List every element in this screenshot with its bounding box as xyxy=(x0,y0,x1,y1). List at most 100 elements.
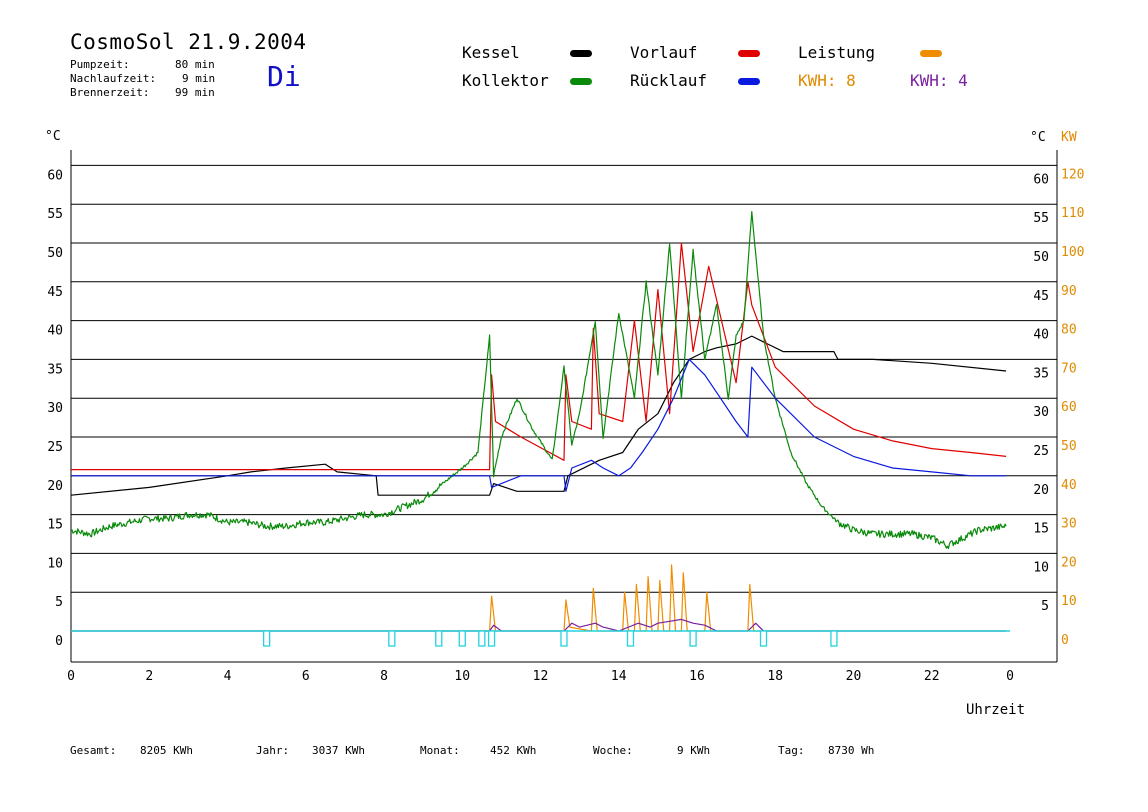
y-tick-left: 35 xyxy=(47,362,63,377)
y-tick-left: 45 xyxy=(47,285,63,300)
y-tick-right: 10 xyxy=(1033,560,1049,575)
pump-marker xyxy=(759,630,768,647)
y-tick-left: 0 xyxy=(55,634,63,649)
x-tick: 10 xyxy=(454,669,470,684)
y-tick-kw: 110 xyxy=(1061,206,1084,221)
y-unit-right: °C xyxy=(1030,130,1046,145)
y-tick-kw: 70 xyxy=(1061,361,1077,376)
x-tick: 0 xyxy=(67,669,75,684)
info-nachlaufzeit-label: Nachlaufzeit: xyxy=(70,72,157,85)
info-brennerzeit-label: Brennerzeit: xyxy=(70,86,150,99)
info-nachlaufzeit-value: 9 min xyxy=(182,72,216,85)
y-tick-left: 20 xyxy=(47,479,63,494)
legend-kollektor-swatch xyxy=(570,78,592,85)
y-tick-kw: 40 xyxy=(1061,478,1077,493)
footer-jahr-value: 3037 KWh xyxy=(312,744,365,757)
y-tick-right: 15 xyxy=(1033,522,1049,537)
pump-marker xyxy=(478,630,486,647)
x-tick: 14 xyxy=(611,669,627,684)
y-tick-left: 25 xyxy=(47,440,63,455)
y-tick-left: 30 xyxy=(47,401,63,416)
y-tick-kw: 100 xyxy=(1061,245,1084,260)
y-tick-left: 55 xyxy=(47,207,63,222)
x-tick: 6 xyxy=(302,669,310,684)
y-tick-kw: 10 xyxy=(1061,594,1077,609)
x-tick: 18 xyxy=(767,669,783,684)
x-tick: 20 xyxy=(846,669,862,684)
y-tick-kw: 50 xyxy=(1061,439,1077,454)
weekday-label: Di xyxy=(267,60,301,93)
footer-gesamt-value: 8205 KWh xyxy=(140,744,193,757)
y-tick-right: 55 xyxy=(1033,211,1049,226)
legend-vorlauf-swatch xyxy=(738,50,760,57)
y-tick-kw: 80 xyxy=(1061,323,1077,338)
pump-marker xyxy=(435,630,443,647)
info-brennerzeit-value: 99 min xyxy=(175,86,215,99)
y-tick-right: 45 xyxy=(1033,289,1049,304)
y-unit-left: °C xyxy=(45,129,61,144)
chart-title: CosmoSol 21.9.2004 xyxy=(70,30,307,54)
footer-monat-label: Monat: xyxy=(420,744,460,757)
legend-kessel-swatch xyxy=(570,50,592,57)
y-tick-right: 5 xyxy=(1041,599,1049,614)
footer-woche-value: 9 KWh xyxy=(677,744,711,757)
y-tick-kw: 20 xyxy=(1061,555,1077,570)
y-tick-right: 25 xyxy=(1033,444,1049,459)
footer-tag-value: 8730 Wh xyxy=(828,744,875,757)
legend-ruecklauf-label: Rücklauf xyxy=(630,71,708,90)
footer-woche-label: Woche: xyxy=(593,744,633,757)
pump-marker xyxy=(262,630,271,647)
x-tick: 12 xyxy=(533,669,549,684)
x-tick: 16 xyxy=(689,669,705,684)
y-tick-left: 60 xyxy=(47,168,63,183)
x-tick: 0 xyxy=(1006,669,1014,684)
y-tick-kw: 60 xyxy=(1061,400,1077,415)
pump-marker xyxy=(626,630,635,647)
info-pumpzeit-value: 80 min xyxy=(175,58,215,71)
footer-monat-value: 452 KWh xyxy=(490,744,537,757)
pump-marker xyxy=(689,630,697,647)
pump-marker xyxy=(830,630,838,647)
y-tick-kw: 30 xyxy=(1061,517,1077,532)
x-tick: 2 xyxy=(145,669,153,684)
series-leistung-2 xyxy=(71,618,1007,632)
footer-gesamt-label: Gesamt: xyxy=(70,744,117,757)
y-tick-left: 15 xyxy=(47,518,63,533)
legend-kwh-orange: KWH: 8 xyxy=(798,71,856,90)
footer-tag-label: Tag: xyxy=(778,744,805,757)
y-tick-right: 40 xyxy=(1033,328,1049,343)
series-kollektor xyxy=(70,211,1007,550)
legend-ruecklauf-swatch xyxy=(738,78,760,85)
y-tick-left: 50 xyxy=(47,246,63,261)
series-kessel xyxy=(70,335,1007,496)
y-tick-right: 30 xyxy=(1033,405,1049,420)
x-tick: 22 xyxy=(924,669,940,684)
legend-kessel-label: Kessel xyxy=(462,43,520,62)
y-tick-right: 50 xyxy=(1033,250,1049,265)
y-tick-left: 40 xyxy=(47,324,63,339)
y-tick-right: 35 xyxy=(1033,366,1049,381)
y-tick-left: 10 xyxy=(47,556,63,571)
legend-kwh-purple: KWH: 4 xyxy=(910,71,968,90)
legend-leistung-swatch xyxy=(920,50,942,57)
pump-marker xyxy=(487,630,496,647)
x-tick: 8 xyxy=(380,669,388,684)
y-tick-right: 20 xyxy=(1033,483,1049,498)
y-tick-left: 5 xyxy=(55,595,63,610)
legend-kollektor-label: Kollektor xyxy=(462,71,549,90)
pump-marker xyxy=(560,630,568,647)
y-unit-kw: KW xyxy=(1061,130,1077,145)
x-tick: 4 xyxy=(224,669,232,684)
pump-marker xyxy=(458,630,466,647)
y-tick-kw: 0 xyxy=(1061,633,1069,648)
info-pumpzeit-label: Pumpzeit: xyxy=(70,58,130,71)
y-tick-right: 60 xyxy=(1033,172,1049,187)
series-leistung xyxy=(71,564,1007,632)
legend-vorlauf-label: Vorlauf xyxy=(630,43,698,62)
series-vorlauf xyxy=(71,242,1007,471)
series-r-cklauf xyxy=(71,358,1007,492)
pump-marker xyxy=(388,630,396,647)
legend-leistung-label: Leistung xyxy=(798,43,876,62)
footer-jahr-label: Jahr: xyxy=(256,744,290,757)
